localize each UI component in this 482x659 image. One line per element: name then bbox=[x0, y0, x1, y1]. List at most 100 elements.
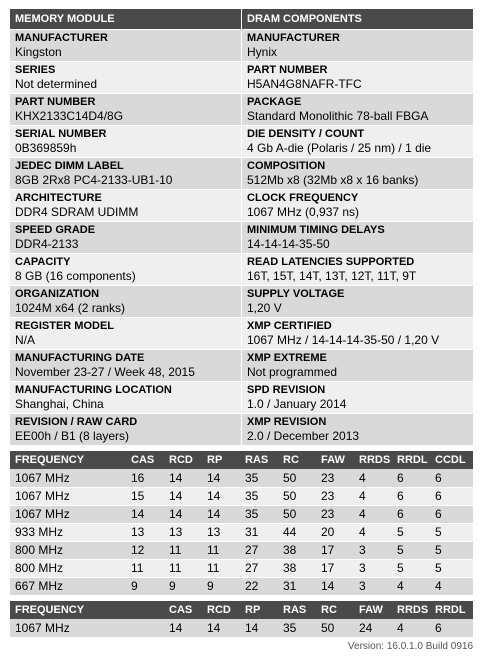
table-cell: 5 bbox=[430, 523, 473, 542]
field-label: SPEED GRADE bbox=[15, 224, 96, 236]
field-label: SUPPLY VOLTAGE bbox=[247, 288, 345, 300]
field-value: 1,20 V bbox=[247, 301, 282, 315]
left-field-11: MANUFACTURING LOCATION Shanghai, China bbox=[10, 382, 241, 414]
field-value: Standard Monolithic 78-ball FBGA bbox=[247, 109, 429, 123]
table-cell: 11 bbox=[202, 559, 240, 578]
right-field-8: SUPPLY VOLTAGE 1,20 V bbox=[242, 286, 473, 318]
table-cell: 50 bbox=[278, 469, 316, 488]
table-cell: 4 bbox=[430, 577, 473, 596]
field-value: DDR4-2133 bbox=[15, 237, 79, 251]
table-cell: 6 bbox=[392, 505, 430, 524]
table-cell: 9 bbox=[126, 577, 164, 596]
column-header: RAS bbox=[240, 451, 278, 469]
table-cell: 38 bbox=[278, 559, 316, 578]
left-field-8: ORGANIZATION 1024M x64 (2 ranks) bbox=[10, 286, 241, 318]
column-header: RRDL bbox=[430, 601, 473, 619]
field-value: 4 Gb A-die (Polaris / 25 nm) / 1 die bbox=[247, 141, 432, 155]
table-cell: 6 bbox=[392, 469, 430, 488]
field-label: PART NUMBER bbox=[15, 96, 96, 108]
field-label: DIE DENSITY / COUNT bbox=[247, 128, 365, 140]
table-cell: 1067 MHz bbox=[10, 469, 126, 488]
table-cell: 23 bbox=[316, 505, 354, 524]
column-header: RCD bbox=[202, 601, 240, 619]
table-cell: 31 bbox=[278, 577, 316, 596]
table-cell: 50 bbox=[278, 487, 316, 506]
left-field-9: REGISTER MODEL N/A bbox=[10, 318, 241, 350]
table-cell: 24 bbox=[354, 619, 392, 638]
column-header: RAS bbox=[278, 601, 316, 619]
table-cell: 14 bbox=[126, 505, 164, 524]
column-header: CAS bbox=[164, 601, 202, 619]
right-field-6: MINIMUM TIMING DELAYS 14-14-14-35-50 bbox=[242, 222, 473, 254]
table-cell: 35 bbox=[240, 505, 278, 524]
jedec-timings-table: FREQUENCY CAS RCD RP RAS RC FAW RRDS RRDL CCDL 10… bbox=[10, 451, 473, 596]
table-cell: 4 bbox=[354, 505, 392, 524]
field-value: 8GB 2Rx8 PC4-2133-UB1-10 bbox=[15, 173, 173, 187]
table-cell: 11 bbox=[202, 541, 240, 560]
field-value: EE00h / B1 (8 layers) bbox=[15, 429, 130, 443]
table-row: 1067 MHz 16 14 14 35 50 23 4 6 6 bbox=[10, 469, 473, 488]
table-cell: 14 bbox=[240, 619, 278, 638]
table-cell: 27 bbox=[240, 559, 278, 578]
field-value: H5AN4G8NAFR-TFC bbox=[247, 77, 362, 91]
table-cell: 800 MHz bbox=[10, 541, 126, 560]
table-row: 800 MHz 12 11 11 27 38 17 3 5 5 bbox=[10, 541, 473, 560]
table-cell: 15 bbox=[126, 487, 164, 506]
table-cell: 6 bbox=[430, 619, 473, 638]
field-value: 512Mb x8 (32Mb x8 x 16 banks) bbox=[247, 173, 419, 187]
table-cell: 14 bbox=[164, 619, 202, 638]
left-field-0: MANUFACTURER Kingston bbox=[10, 30, 241, 62]
table-cell: 5 bbox=[392, 559, 430, 578]
info-grid: MEMORY MODULE MANUFACTURER Kingston SERIES… bbox=[10, 9, 473, 446]
table-row: 667 MHz 9 9 9 22 31 14 3 4 4 bbox=[10, 577, 473, 596]
left-field-1: SERIES Not determined bbox=[10, 62, 241, 94]
table-cell: 4 bbox=[392, 577, 430, 596]
column-header: FAW bbox=[354, 601, 392, 619]
table-cell: 6 bbox=[430, 487, 473, 506]
right-field-10: XMP EXTREME Not programmed bbox=[242, 350, 473, 382]
left-field-3: SERIAL NUMBER 0B369859h bbox=[10, 126, 241, 158]
table-cell: 5 bbox=[392, 541, 430, 560]
memory-module-column: MEMORY MODULE MANUFACTURER Kingston SERIES… bbox=[10, 9, 241, 446]
column-header: FREQUENCY bbox=[10, 451, 126, 469]
table-row: 933 MHz 13 13 13 31 44 20 4 5 5 bbox=[10, 523, 473, 542]
left-field-6: SPEED GRADE DDR4-2133 bbox=[10, 222, 241, 254]
field-value: Not programmed bbox=[247, 365, 338, 379]
field-label: SERIES bbox=[15, 64, 56, 76]
table-cell: 17 bbox=[316, 559, 354, 578]
table-cell: 50 bbox=[316, 619, 354, 638]
right-field-7: READ LATENCIES SUPPORTED 16T, 15T, 14T, 1… bbox=[242, 254, 473, 286]
field-value: DDR4 SDRAM UDIMM bbox=[15, 205, 139, 219]
table-cell: 11 bbox=[126, 559, 164, 578]
right-field-3: DIE DENSITY / COUNT 4 Gb A-die (Polaris /… bbox=[242, 126, 473, 158]
table-cell: 933 MHz bbox=[10, 523, 126, 542]
field-value: Kingston bbox=[15, 45, 62, 59]
field-label: MANUFACTURING LOCATION bbox=[15, 384, 172, 396]
left-field-5: ARCHITECTURE DDR4 SDRAM UDIMM bbox=[10, 190, 241, 222]
table-cell: 14 bbox=[202, 487, 240, 506]
field-label: SPD REVISION bbox=[247, 384, 326, 396]
field-label: CLOCK FREQUENCY bbox=[247, 192, 359, 204]
table-cell: 4 bbox=[392, 619, 430, 638]
table-cell: 31 bbox=[240, 523, 278, 542]
field-label: ARCHITECTURE bbox=[15, 192, 102, 204]
left-field-10: MANUFACTURING DATE November 23-27 / Week … bbox=[10, 350, 241, 382]
table-cell: 11 bbox=[164, 559, 202, 578]
table-cell: 16 bbox=[126, 469, 164, 488]
table-cell: 38 bbox=[278, 541, 316, 560]
right-field-9: XMP CERTIFIED 1067 MHz / 14-14-14-35-50 /… bbox=[242, 318, 473, 350]
table-cell: 9 bbox=[202, 577, 240, 596]
table-cell: 5 bbox=[392, 523, 430, 542]
dram-components-column: DRAM COMPONENTS MANUFACTURER Hynix PART NU… bbox=[242, 9, 473, 446]
dram-components-header: DRAM COMPONENTS bbox=[242, 9, 473, 30]
table-cell: 23 bbox=[316, 469, 354, 488]
table-cell: 1067 MHz bbox=[10, 505, 126, 524]
field-label: MINIMUM TIMING DELAYS bbox=[247, 224, 385, 236]
table-cell: 13 bbox=[164, 523, 202, 542]
column-header: RC bbox=[316, 601, 354, 619]
field-value: 1.0 / January 2014 bbox=[247, 397, 347, 411]
field-label: JEDEC DIMM LABEL bbox=[15, 160, 124, 172]
field-value: 0B369859h bbox=[15, 141, 77, 155]
table-cell: 20 bbox=[316, 523, 354, 542]
table-cell: 6 bbox=[430, 505, 473, 524]
